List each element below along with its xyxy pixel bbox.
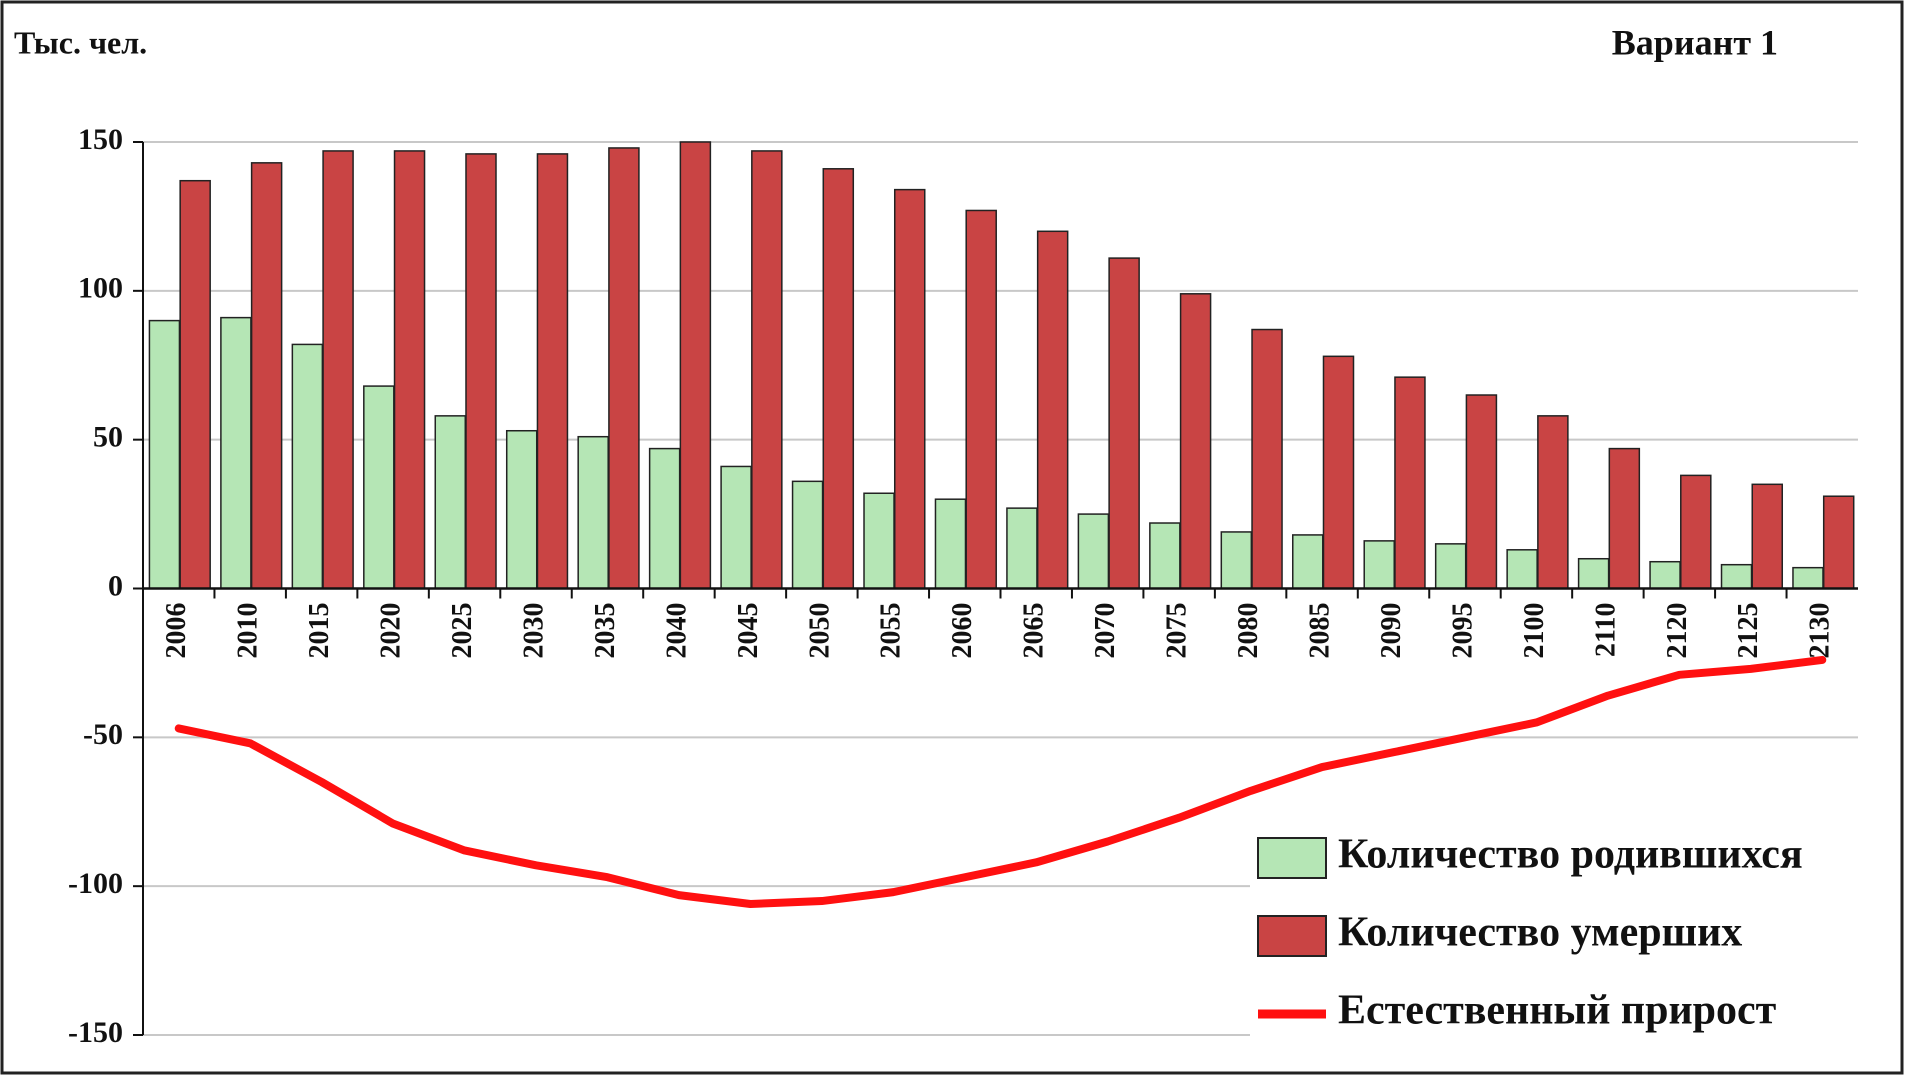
bar [1292, 534, 1324, 590]
bar [1179, 293, 1212, 590]
x-tick-label: 2100 [1519, 603, 1550, 659]
bar [751, 150, 783, 590]
bar [965, 209, 997, 590]
bar [1108, 257, 1140, 590]
bar [1751, 483, 1784, 590]
bar [434, 415, 467, 590]
bar [465, 153, 497, 590]
bar [1577, 557, 1610, 590]
bar [1363, 540, 1395, 590]
x-tick-label: 2125 [1733, 603, 1764, 659]
bar [679, 141, 712, 590]
bar [148, 319, 181, 590]
bar [1680, 474, 1712, 590]
bar [791, 480, 824, 590]
y-axis-label: Тыс. чел. [14, 24, 147, 60]
bar [1608, 447, 1641, 590]
bar [934, 498, 967, 590]
x-tick-label: 2055 [876, 603, 907, 659]
bar [505, 429, 538, 590]
bar [893, 188, 926, 590]
bar [608, 147, 640, 590]
x-tick-label: 2030 [518, 603, 549, 659]
x-tick-label: 2085 [1304, 603, 1335, 659]
bar [577, 435, 609, 590]
bar [822, 168, 855, 590]
legend-box [1250, 810, 1890, 1070]
bar [1036, 230, 1069, 590]
x-tick-label: 2075 [1162, 603, 1193, 659]
bar [1220, 531, 1253, 590]
x-tick-label: 2120 [1662, 603, 1693, 659]
bar [179, 179, 211, 590]
x-tick-label: 2080 [1233, 603, 1264, 659]
x-tick-label: 2010 [233, 603, 264, 659]
bar [1006, 507, 1038, 590]
x-tick-label: 2060 [947, 603, 978, 659]
y-tick-label: -150 [68, 1016, 123, 1049]
bar [1792, 566, 1824, 590]
bar [1251, 328, 1283, 590]
bar [1537, 415, 1569, 590]
x-tick-label: 2015 [304, 603, 335, 659]
bar [322, 150, 354, 590]
legend-swatch [1257, 837, 1327, 879]
bar [1822, 495, 1855, 590]
x-tick-label: 2020 [376, 603, 407, 659]
x-tick-label: 2050 [804, 603, 835, 659]
x-tick-label: 2130 [1805, 603, 1836, 659]
legend-label: Количество умерших [1338, 910, 1742, 956]
x-tick-label: 2045 [733, 603, 764, 659]
bar [1506, 549, 1538, 590]
y-tick-label: 50 [93, 421, 123, 454]
bar [863, 492, 895, 590]
bar [220, 316, 252, 590]
chart-title: Вариант 1 [1612, 22, 1778, 62]
y-tick-label: 0 [108, 569, 123, 602]
x-tick-label: 2035 [590, 603, 621, 659]
bar [1649, 560, 1681, 590]
bar [291, 343, 324, 590]
bar [720, 465, 752, 590]
bar [536, 153, 569, 590]
x-tick-label: 2110 [1590, 603, 1621, 657]
x-tick-label: 2025 [447, 603, 478, 659]
y-tick-label: 100 [78, 272, 123, 305]
bar [1149, 522, 1181, 590]
bar [1465, 394, 1498, 590]
y-tick-label: -100 [68, 867, 123, 900]
y-tick-label: 150 [78, 123, 123, 156]
bar [648, 447, 681, 590]
x-tick-label: 2065 [1019, 603, 1050, 659]
legend-swatch [1257, 915, 1327, 957]
bar [1077, 513, 1110, 590]
x-tick-label: 2090 [1376, 603, 1407, 659]
bar [1720, 563, 1753, 590]
y-tick-label: -50 [83, 718, 123, 751]
x-tick-label: 2095 [1447, 603, 1478, 659]
bar [1394, 376, 1426, 590]
x-tick-label: 2006 [161, 603, 192, 659]
line [174, 655, 1827, 909]
legend-label: Естественный прирост [1338, 988, 1777, 1034]
bar [363, 385, 395, 590]
bar [1434, 543, 1467, 590]
bar [393, 150, 426, 590]
x-tick-label: 2040 [661, 603, 692, 659]
bar [250, 162, 283, 590]
legend-label: Количество родившихся [1338, 832, 1803, 878]
bar [1322, 355, 1355, 590]
x-tick-label: 2070 [1090, 603, 1121, 659]
